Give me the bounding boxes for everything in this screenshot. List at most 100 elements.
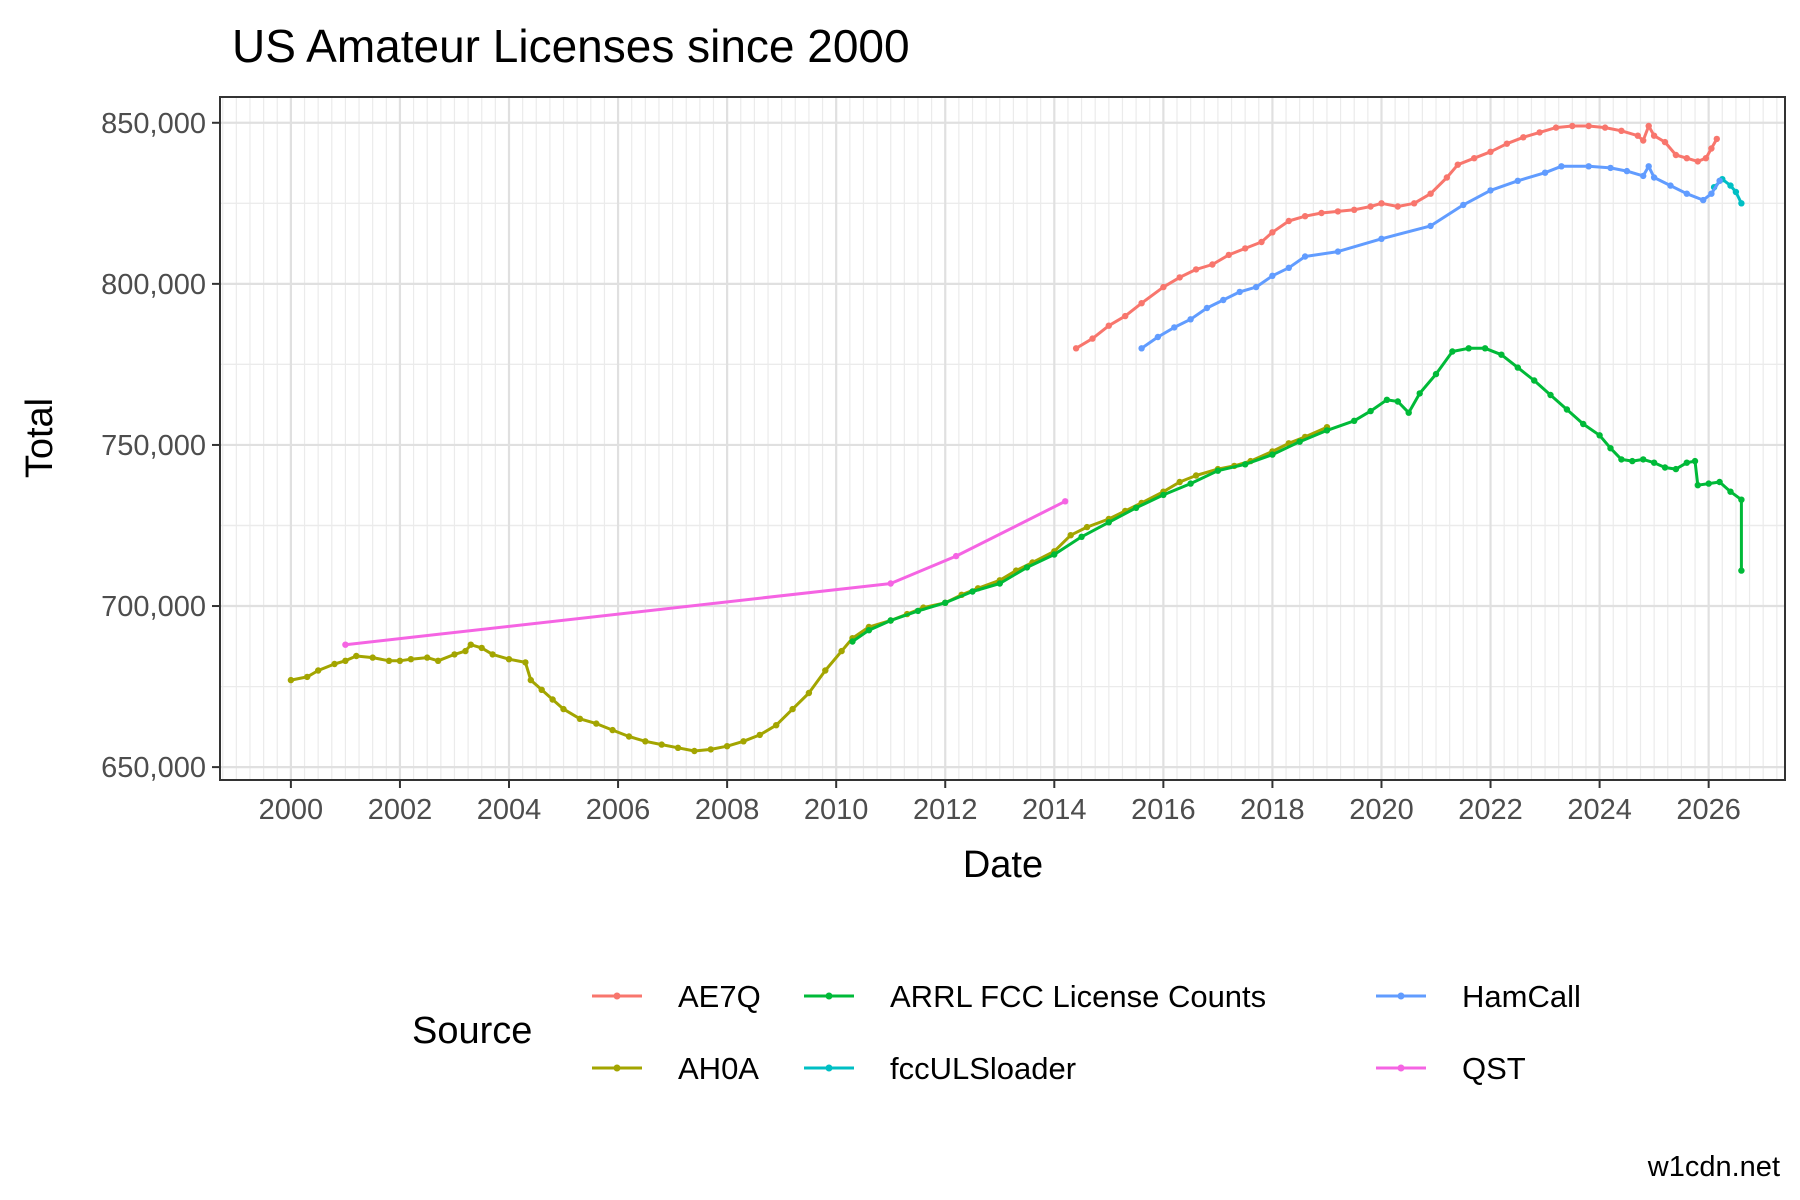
data-point bbox=[1225, 251, 1233, 259]
chart-title: US Amateur Licenses since 2000 bbox=[232, 20, 910, 72]
data-point bbox=[1471, 155, 1478, 162]
data-point bbox=[1618, 456, 1625, 463]
data-point bbox=[1498, 351, 1505, 358]
data-point bbox=[396, 657, 404, 664]
data-point bbox=[1072, 345, 1080, 352]
data-point bbox=[1454, 161, 1462, 168]
data-point bbox=[1607, 445, 1614, 452]
data-point bbox=[1416, 390, 1423, 397]
data-point bbox=[1640, 456, 1647, 463]
data-point bbox=[407, 656, 415, 663]
data-point bbox=[489, 651, 496, 658]
data-point bbox=[1334, 248, 1342, 255]
data-point bbox=[1427, 222, 1434, 230]
data-point bbox=[1465, 345, 1472, 352]
data-point bbox=[1661, 138, 1669, 146]
data-point bbox=[707, 746, 714, 753]
y-tick-label: 650,000 bbox=[101, 752, 206, 784]
data-point bbox=[1708, 190, 1715, 197]
x-tick-label: 2024 bbox=[1567, 794, 1632, 826]
data-point bbox=[822, 667, 829, 674]
data-point bbox=[1105, 322, 1113, 329]
data-point bbox=[1242, 245, 1249, 252]
data-point bbox=[642, 738, 649, 745]
data-point bbox=[1405, 409, 1412, 416]
y-tick-label: 750,000 bbox=[101, 430, 206, 462]
x-tick-label: 2026 bbox=[1676, 794, 1741, 826]
data-point bbox=[593, 720, 600, 727]
data-point bbox=[434, 657, 442, 664]
data-point bbox=[865, 627, 873, 634]
data-point bbox=[1083, 523, 1091, 531]
data-point bbox=[1192, 472, 1200, 479]
data-point bbox=[1672, 151, 1680, 159]
series-ae7q bbox=[1072, 122, 1721, 352]
data-point bbox=[576, 715, 584, 722]
data-point bbox=[1176, 478, 1183, 486]
data-point bbox=[1301, 253, 1309, 260]
grid-minor bbox=[220, 97, 1785, 780]
data-point bbox=[1378, 200, 1385, 207]
data-point bbox=[1694, 482, 1702, 489]
x-tick-label: 2014 bbox=[1022, 794, 1087, 826]
data-point bbox=[942, 599, 949, 606]
data-point bbox=[1738, 567, 1745, 574]
data-point bbox=[1520, 134, 1527, 141]
y-tick-label: 700,000 bbox=[101, 591, 206, 623]
data-point bbox=[1683, 155, 1691, 162]
legend-label: AE7Q bbox=[678, 979, 761, 1014]
data-point bbox=[1432, 370, 1440, 378]
data-point bbox=[1607, 164, 1614, 172]
data-point bbox=[1067, 532, 1074, 539]
plot-border bbox=[219, 96, 1786, 781]
grid-major bbox=[220, 97, 1785, 780]
x-tick-label: 2008 bbox=[695, 794, 760, 826]
data-point bbox=[1629, 457, 1636, 465]
data-point bbox=[1481, 345, 1489, 352]
legend-item-arrl-fcc-license-counts: ARRL FCC License Counts bbox=[804, 979, 1266, 1014]
data-point bbox=[315, 667, 322, 674]
data-point bbox=[1618, 127, 1625, 134]
x-tick-label: 2002 bbox=[368, 794, 433, 826]
data-point bbox=[952, 552, 960, 560]
data-point bbox=[1269, 272, 1276, 279]
series-line-qst bbox=[345, 499, 1066, 647]
data-point bbox=[1536, 129, 1543, 136]
x-tick-label: 2012 bbox=[913, 794, 978, 826]
data-point bbox=[1661, 464, 1669, 471]
legend-label: QST bbox=[1462, 1051, 1526, 1086]
data-point bbox=[1214, 467, 1222, 474]
data-point bbox=[1285, 264, 1293, 271]
data-point bbox=[914, 607, 922, 615]
data-point bbox=[1547, 391, 1554, 399]
data-point bbox=[1487, 148, 1494, 155]
data-point bbox=[1702, 155, 1710, 162]
data-point bbox=[1301, 213, 1309, 220]
data-point bbox=[1138, 345, 1145, 352]
data-point bbox=[1569, 122, 1576, 130]
data-point bbox=[674, 744, 682, 751]
data-point bbox=[1645, 163, 1652, 170]
data-point bbox=[424, 654, 431, 661]
data-point bbox=[1645, 122, 1652, 130]
legend-title: Source bbox=[412, 1010, 532, 1052]
data-point bbox=[1732, 188, 1740, 196]
data-point bbox=[1650, 459, 1658, 466]
data-point bbox=[1716, 177, 1723, 184]
data-point bbox=[1122, 312, 1129, 320]
data-point bbox=[462, 647, 469, 655]
data-point bbox=[723, 743, 731, 750]
data-point bbox=[658, 741, 665, 748]
data-point bbox=[1580, 420, 1587, 428]
y-axis-title: Total bbox=[19, 398, 61, 478]
data-point bbox=[1023, 564, 1031, 571]
data-point bbox=[1296, 438, 1303, 445]
data-point bbox=[1700, 196, 1707, 204]
data-point bbox=[1394, 203, 1402, 210]
data-point bbox=[849, 638, 856, 645]
data-point bbox=[1078, 533, 1085, 540]
legend-key-point bbox=[1397, 1064, 1405, 1072]
legend-key-point bbox=[613, 992, 621, 1000]
legend-item-ae7q: AE7Q bbox=[592, 979, 761, 1014]
y-tick-label: 800,000 bbox=[101, 269, 206, 301]
